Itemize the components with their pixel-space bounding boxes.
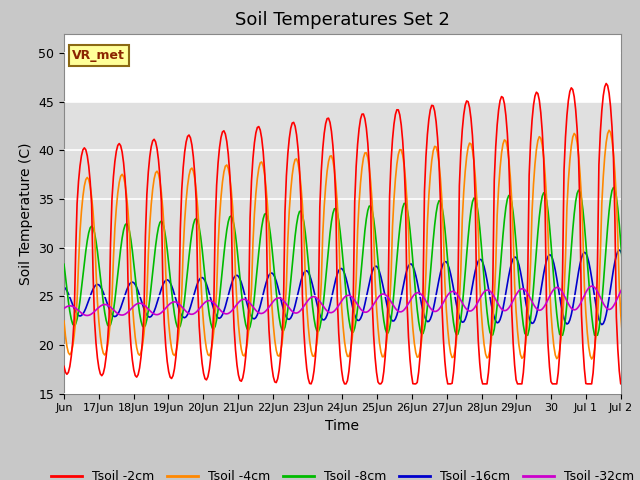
Title: Soil Temperatures Set 2: Soil Temperatures Set 2 [235,11,450,29]
Bar [64,102,621,345]
Legend: Tsoil -2cm, Tsoil -4cm, Tsoil -8cm, Tsoil -16cm, Tsoil -32cm: Tsoil -2cm, Tsoil -4cm, Tsoil -8cm, Tsoi… [45,465,639,480]
Y-axis label: Soil Temperature (C): Soil Temperature (C) [19,143,33,285]
X-axis label: Time: Time [325,419,360,433]
Text: VR_met: VR_met [72,49,125,62]
